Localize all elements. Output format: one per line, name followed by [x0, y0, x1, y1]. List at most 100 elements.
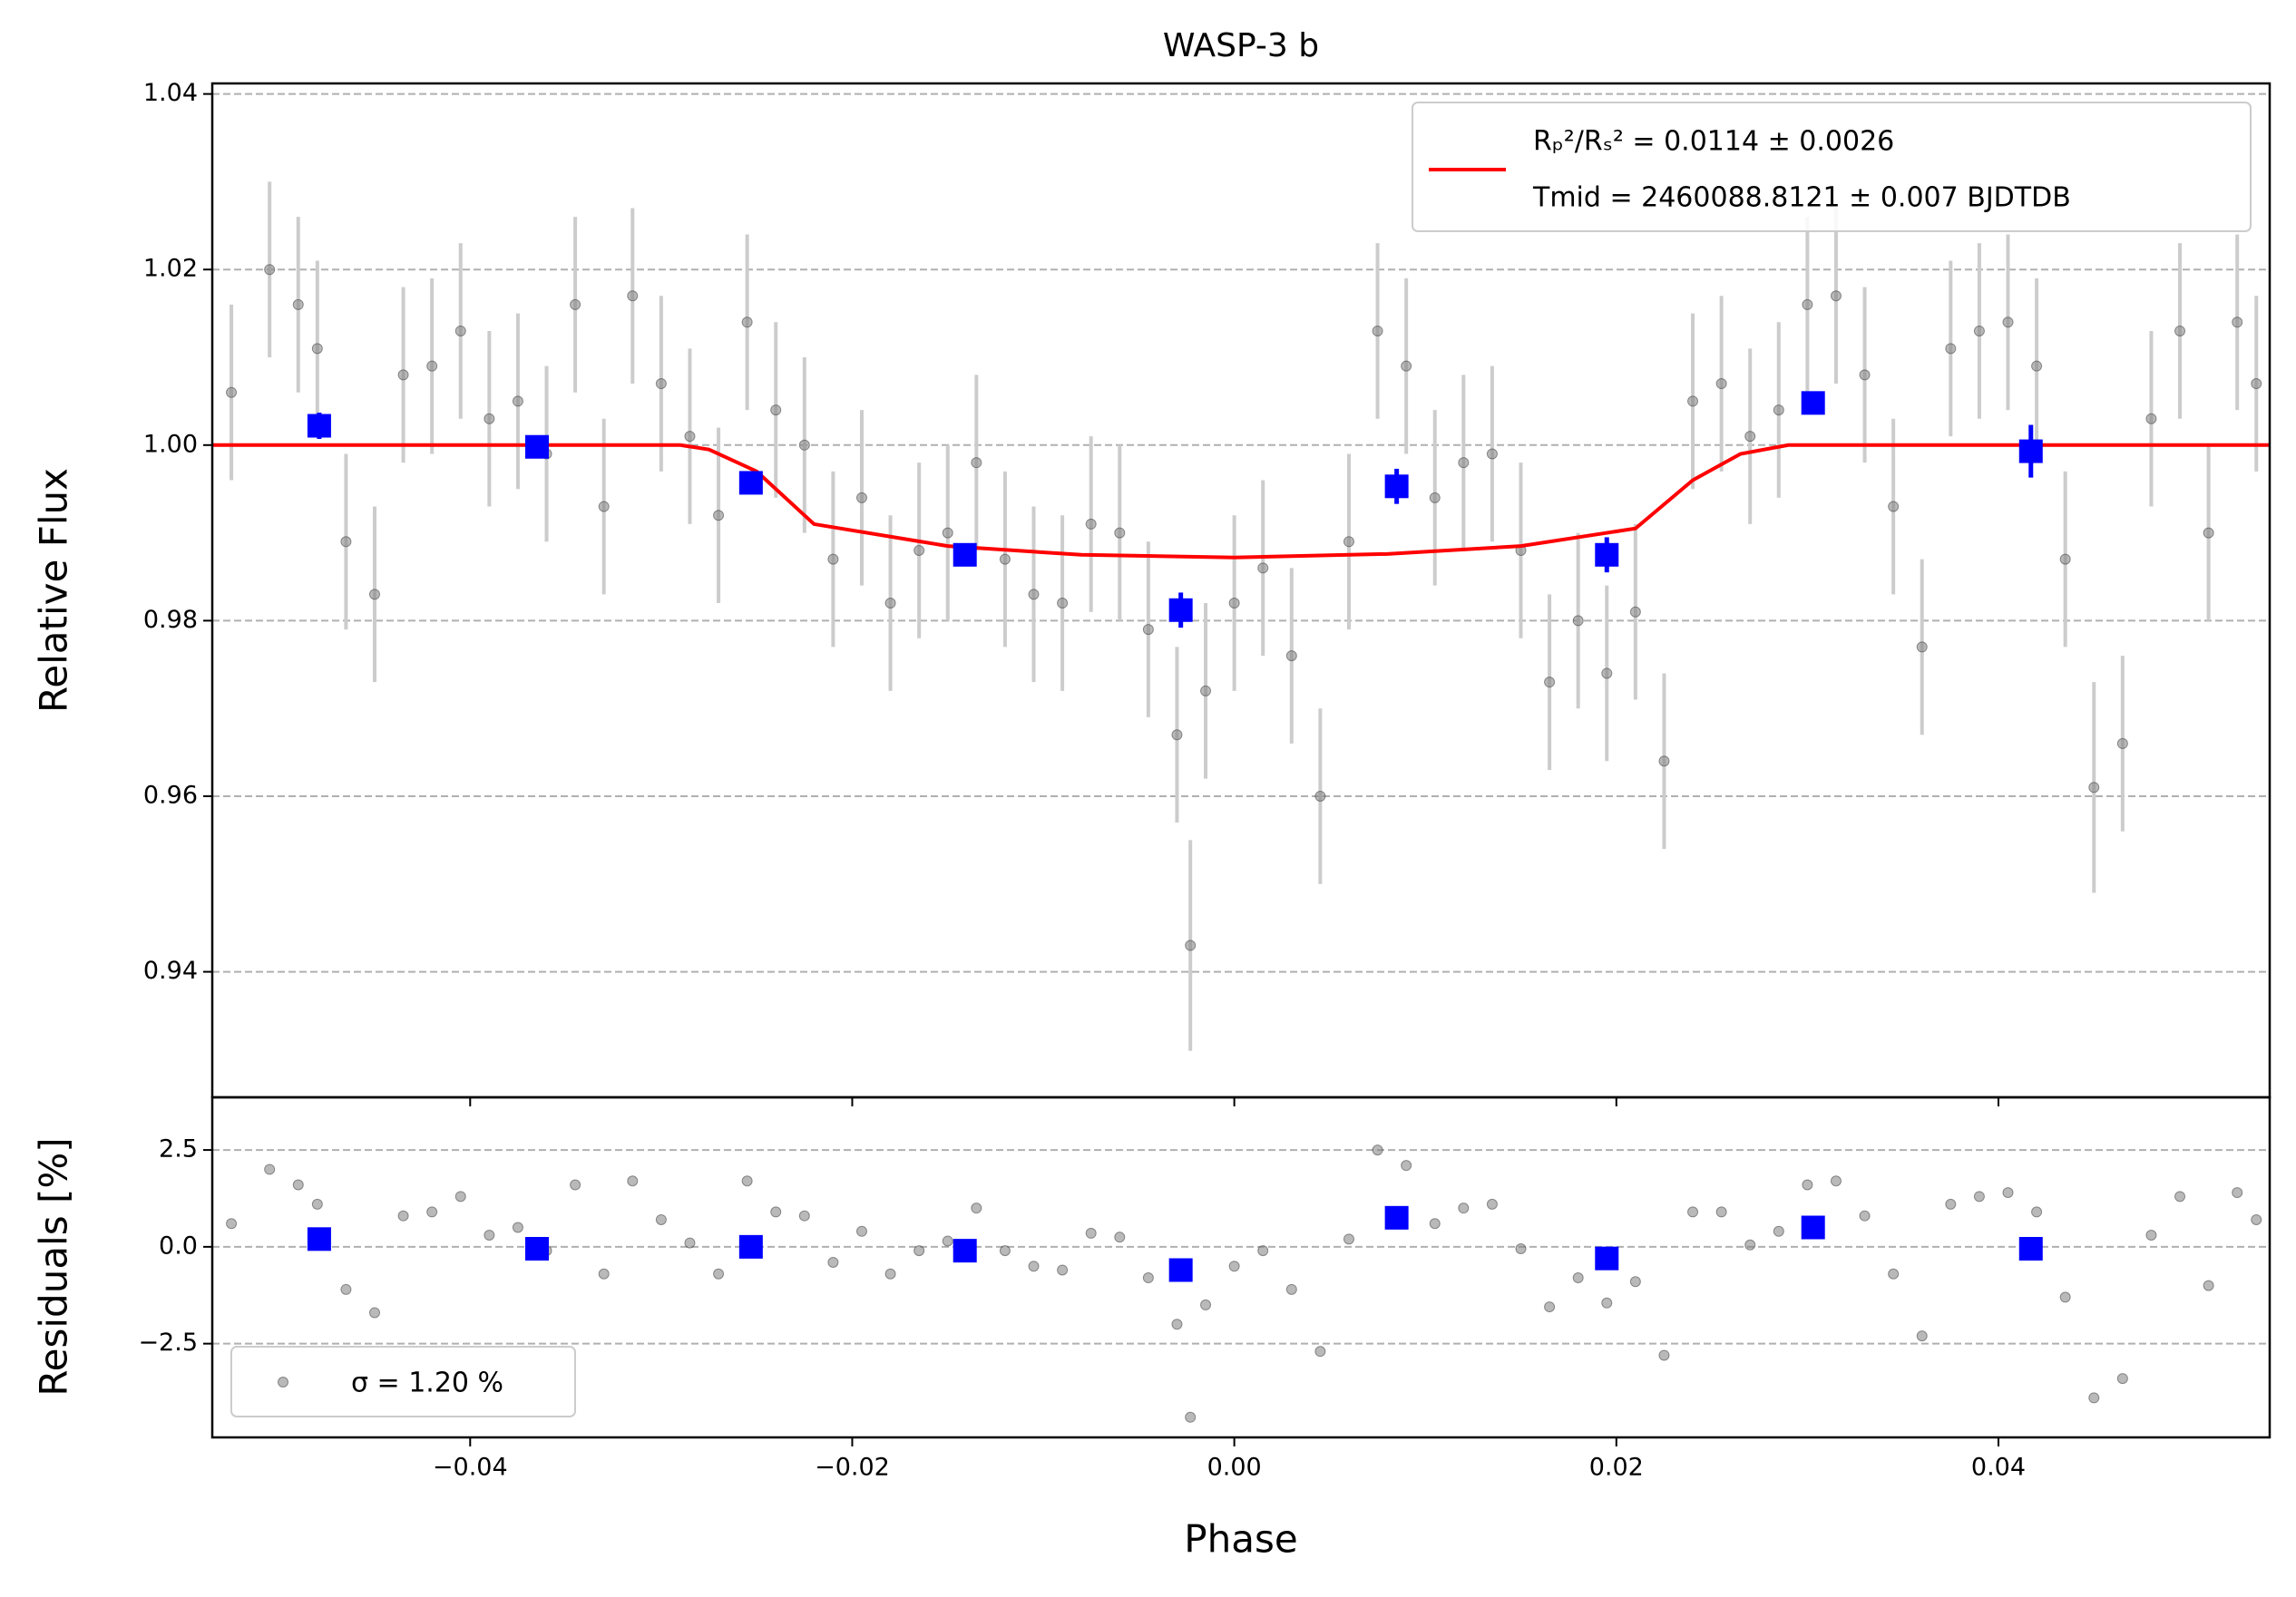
legend-label: σ = 1.20 %	[351, 1368, 503, 1399]
data-point	[1830, 1175, 1842, 1187]
data-point	[1658, 1349, 1670, 1361]
binned-point	[2018, 1236, 2043, 1261]
data-point	[264, 264, 276, 276]
data-point	[1142, 1272, 1154, 1284]
data-point	[1629, 1276, 1641, 1288]
legend-swatch	[278, 1377, 288, 1388]
data-point	[454, 1191, 466, 1203]
data-point	[484, 413, 495, 424]
binned-point	[738, 1234, 763, 1259]
data-point	[2232, 316, 2243, 328]
plot-area	[212, 1144, 2270, 1423]
binned-point	[1801, 391, 1825, 415]
data-point	[2251, 378, 2262, 390]
data-point	[827, 553, 839, 565]
data-point	[2031, 360, 2043, 372]
data-point	[914, 544, 925, 556]
data-point	[598, 501, 610, 512]
data-point	[1916, 641, 1928, 653]
data-point	[1572, 615, 1584, 627]
y-tick-label: 0.0	[159, 1232, 198, 1260]
data-point	[914, 1245, 925, 1257]
data-point	[368, 589, 380, 600]
axes-frame	[210, 1096, 2272, 1439]
x-tick-label: 0.00	[1207, 1454, 1262, 1482]
data-point	[1859, 369, 1871, 381]
data-point	[1114, 527, 1126, 539]
data-point	[1486, 1198, 1498, 1210]
data-point	[2031, 1206, 2043, 1218]
data-point	[942, 527, 953, 539]
data-point	[2116, 737, 2128, 749]
data-point	[340, 536, 352, 548]
data-point	[1830, 290, 1842, 302]
data-point	[1114, 1232, 1126, 1243]
data-point	[884, 1268, 896, 1280]
data-point	[884, 598, 896, 609]
data-point	[1085, 518, 1097, 530]
data-point	[1429, 1218, 1441, 1230]
data-point	[999, 553, 1011, 565]
data-point	[1085, 1227, 1097, 1239]
y-tick-label: 1.04	[143, 79, 198, 107]
data-point	[512, 1222, 523, 1233]
data-point	[1916, 1330, 1928, 1342]
data-point	[1629, 606, 1641, 618]
data-point	[226, 386, 238, 398]
data-point	[1142, 624, 1154, 636]
data-point	[1601, 667, 1613, 679]
data-point	[2174, 1191, 2186, 1203]
data-point	[1973, 325, 1985, 336]
x-tick-label: 0.02	[1589, 1454, 1644, 1482]
data-point	[1171, 1319, 1183, 1330]
data-point	[1314, 1346, 1326, 1358]
data-point	[1945, 343, 1957, 355]
binned-point	[1384, 474, 1409, 499]
binned-point	[307, 414, 331, 438]
data-point	[942, 1235, 953, 1247]
data-point	[1257, 1245, 1269, 1257]
data-point	[292, 298, 304, 310]
binned-point	[524, 434, 549, 459]
data-point	[1715, 1206, 1727, 1218]
data-point	[798, 1210, 810, 1222]
y-tick-label: 0.94	[143, 957, 198, 985]
data-point	[971, 457, 982, 469]
data-point	[770, 1206, 782, 1218]
data-point	[655, 1213, 667, 1225]
data-point	[2059, 1291, 2071, 1303]
plot-area	[212, 93, 2270, 1051]
data-point	[2059, 553, 2071, 565]
data-point	[1372, 1144, 1383, 1156]
binned-point	[1801, 1215, 1825, 1240]
data-point	[1343, 536, 1354, 548]
binned-point	[953, 1239, 977, 1263]
data-point	[770, 404, 782, 416]
data-point	[1401, 360, 1412, 372]
data-point	[1687, 1206, 1699, 1218]
data-point	[1458, 1203, 1470, 1214]
data-point	[971, 1203, 982, 1214]
data-point	[741, 1175, 753, 1187]
axes-frame	[210, 82, 2272, 1099]
data-point	[1572, 1272, 1584, 1284]
data-point	[1658, 755, 1670, 767]
binned-point	[1168, 1258, 1193, 1282]
data-point	[2174, 325, 2186, 336]
binned-point	[953, 542, 977, 567]
data-point	[570, 298, 581, 310]
y-tick-label: −2.5	[138, 1329, 198, 1357]
binned-point	[1595, 542, 1619, 567]
data-point	[1285, 1283, 1297, 1295]
data-point	[1544, 1301, 1556, 1313]
data-point	[1343, 1233, 1354, 1245]
legend-label: Tmid = 2460088.8121 ± 0.007 BJDTDB	[1532, 182, 2071, 214]
data-point	[1773, 404, 1784, 416]
data-point	[311, 343, 323, 355]
data-point	[855, 492, 867, 503]
data-point	[1888, 1268, 1900, 1280]
data-point	[292, 1179, 304, 1191]
data-point	[1429, 492, 1441, 503]
data-point	[1057, 1264, 1069, 1276]
